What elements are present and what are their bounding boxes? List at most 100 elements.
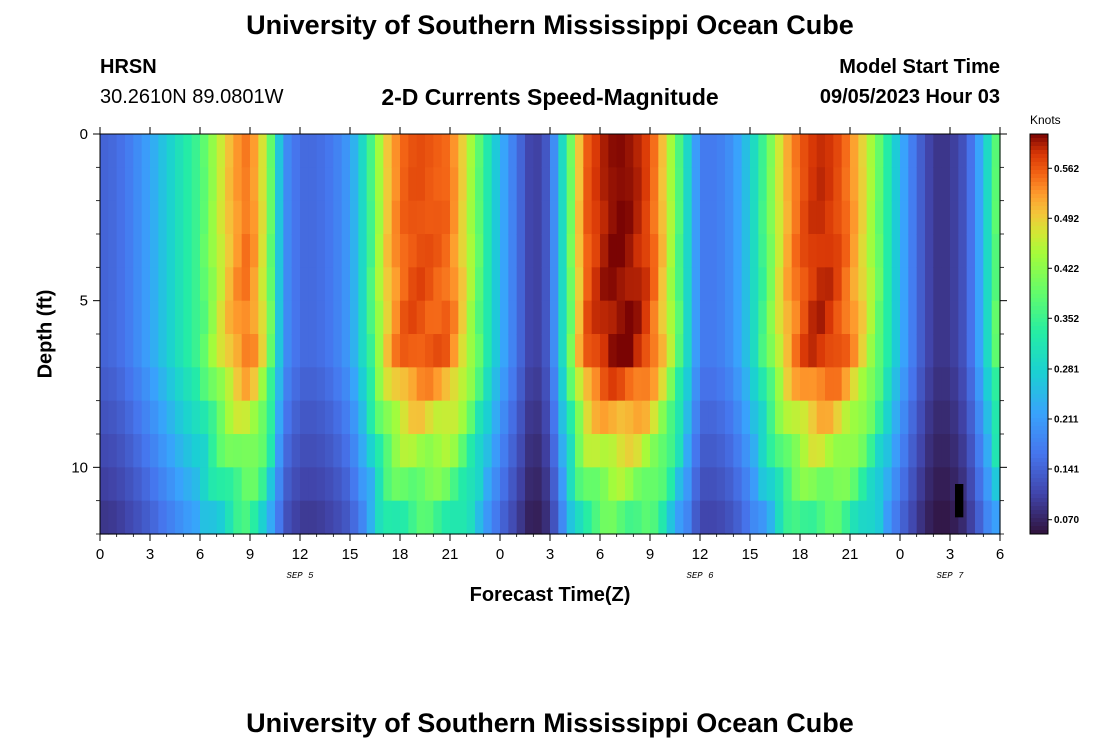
heatmap-cell	[291, 434, 301, 468]
heatmap-cell	[691, 400, 701, 435]
heatmap-cell	[858, 200, 868, 235]
heatmap-cell	[125, 434, 134, 468]
heatmap-cell	[916, 334, 926, 368]
heatmap-cell	[900, 134, 909, 168]
heatmap-cell	[166, 367, 176, 402]
heatmap-cell	[166, 300, 176, 335]
heatmap-cell	[966, 334, 976, 368]
heatmap-cell	[525, 167, 534, 202]
heatmap-cell	[750, 234, 759, 268]
heatmap-cell	[491, 200, 501, 235]
heatmap-cell	[641, 500, 651, 535]
heatmap-cell	[408, 200, 418, 235]
heatmap-cell	[358, 234, 368, 268]
x-tick-label: 0	[96, 546, 104, 563]
heatmap-cell	[925, 267, 934, 302]
x-tick-label: 15	[342, 546, 359, 563]
heatmap-cell	[300, 134, 309, 168]
colorbar-tick-label: 0.562	[1054, 164, 1079, 175]
heatmap-cell	[175, 267, 184, 302]
heatmap-cell	[183, 500, 193, 535]
heatmap-cell	[766, 334, 776, 368]
heatmap-cell	[708, 434, 718, 468]
colorbar-segment	[1030, 170, 1048, 175]
heatmap-cell	[575, 467, 584, 502]
heatmap-cell	[783, 200, 793, 235]
heatmap-cell	[725, 367, 734, 402]
heatmap-cell	[483, 234, 493, 268]
heatmap-cell	[216, 400, 226, 435]
x-tick-label: 9	[246, 546, 254, 563]
heatmap-cell	[658, 134, 668, 168]
heatmap-cell	[666, 267, 676, 302]
heatmap-cell	[358, 267, 368, 302]
heatmap-cell	[633, 267, 643, 302]
heatmap-cell	[683, 400, 693, 435]
colorbar-segment	[1030, 462, 1048, 467]
heatmap-cell	[675, 167, 684, 202]
heatmap-cell	[158, 367, 168, 402]
colorbar-segment	[1030, 382, 1048, 387]
heatmap-cell	[758, 267, 768, 302]
heatmap-cell	[375, 200, 384, 235]
heatmap-cell	[441, 400, 451, 435]
heatmap-cell	[866, 500, 876, 535]
heatmap-cell	[516, 400, 526, 435]
heatmap-cell	[775, 400, 784, 435]
heatmap-cell	[683, 434, 693, 468]
heatmap-cell	[258, 134, 268, 168]
heatmap-cell	[116, 267, 126, 302]
heatmap-cell	[725, 300, 734, 335]
heatmap-cell	[441, 200, 451, 235]
colorbar-segment	[1030, 154, 1048, 159]
heatmap-cell	[758, 200, 768, 235]
heatmap-cell	[266, 200, 276, 235]
heatmap-cell	[250, 500, 259, 535]
heatmap-cell	[825, 234, 834, 268]
heatmap-cell	[566, 234, 576, 268]
heatmap-cell	[658, 467, 668, 502]
heatmap-cell	[400, 500, 409, 535]
heatmap-cell	[266, 267, 276, 302]
heatmap-cell	[266, 134, 276, 168]
heatmap-cell	[441, 134, 451, 168]
colorbar-segment	[1030, 218, 1048, 223]
heatmap-cell	[791, 134, 801, 168]
heatmap-cell	[158, 167, 168, 202]
x-axis-label: Forecast Time(Z)	[469, 584, 631, 606]
heatmap-cell	[650, 234, 659, 268]
heatmap-cell	[666, 134, 676, 168]
heatmap-cell	[583, 234, 593, 268]
heatmap-cell	[741, 400, 751, 435]
heatmap-cell	[683, 167, 693, 202]
heatmap-cell	[650, 434, 659, 468]
colorbar-tick-label: 0.492	[1054, 214, 1079, 225]
heatmap-cell	[358, 134, 368, 168]
heatmap-cell	[883, 400, 893, 435]
heatmap-cell	[133, 200, 143, 235]
heatmap-cell	[325, 434, 334, 468]
heatmap-cell	[966, 300, 976, 335]
heatmap-cell	[958, 234, 968, 268]
heatmap-cell	[425, 300, 434, 335]
heatmap-cell	[258, 334, 268, 368]
heatmap-cell	[508, 300, 518, 335]
heatmap-cell	[125, 134, 134, 168]
heatmap-cell	[100, 200, 109, 235]
heatmap-cell	[841, 434, 851, 468]
heatmap-cell	[516, 300, 526, 335]
heatmap-cell	[866, 200, 876, 235]
heatmap-cell	[858, 434, 868, 468]
heatmap-cell	[766, 167, 776, 202]
heatmap-cell	[875, 367, 884, 402]
heatmap-cell	[516, 467, 526, 502]
heatmap-cell	[916, 400, 926, 435]
heatmap-cell	[150, 167, 159, 202]
heatmap-cell	[175, 200, 184, 235]
heatmap-cell	[766, 300, 776, 335]
heatmap-cell	[458, 267, 468, 302]
heatmap-cell	[466, 234, 476, 268]
heatmap-cell	[841, 400, 851, 435]
heatmap-cell	[150, 234, 159, 268]
heatmap-cell	[283, 167, 293, 202]
